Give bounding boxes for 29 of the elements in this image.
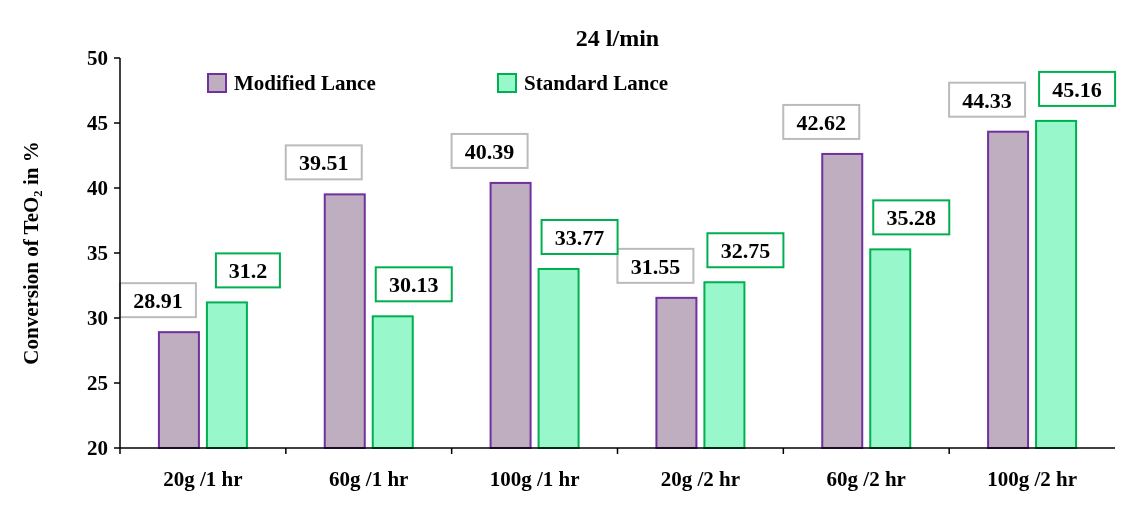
data-label: 45.16 <box>1052 76 1102 102</box>
x-tick-label: 100g /2 hr <box>987 467 1078 491</box>
x-tick-label: 20g /2 hr <box>660 467 741 491</box>
data-label: 42.62 <box>796 109 846 135</box>
legend-label: Modified Lance <box>234 71 376 95</box>
x-tick-label: 100g /1 hr <box>489 467 580 491</box>
data-label: 35.28 <box>886 205 936 231</box>
y-tick-label: 20 <box>87 436 108 460</box>
y-tick-label: 25 <box>87 371 108 395</box>
data-label: 31.55 <box>630 253 681 279</box>
data-label: 33.77 <box>554 224 605 250</box>
data-label: 44.33 <box>962 87 1012 113</box>
data-label: 32.75 <box>720 238 771 264</box>
data-label: 31.2 <box>228 258 268 284</box>
y-axis-title: Conversion of TeO₂ in % <box>19 141 43 365</box>
y-tick-label: 35 <box>87 241 108 265</box>
y-tick-label: 45 <box>87 111 108 135</box>
data-label: 28.91 <box>133 288 183 314</box>
x-tick-label: 20g /1 hr <box>163 467 243 491</box>
data-label: 40.39 <box>464 138 515 164</box>
x-tick-label: 60g /2 hr <box>826 467 906 491</box>
legend-label: Standard Lance <box>524 71 669 95</box>
y-tick-label: 40 <box>87 176 108 200</box>
y-tick-label: 30 <box>87 306 108 330</box>
data-label: 39.51 <box>299 150 349 176</box>
x-tick-label: 60g /1 hr <box>329 467 409 491</box>
data-label: 30.13 <box>389 272 439 298</box>
chart-title: 24 l/min <box>575 25 660 51</box>
y-tick-label: 50 <box>87 46 108 70</box>
